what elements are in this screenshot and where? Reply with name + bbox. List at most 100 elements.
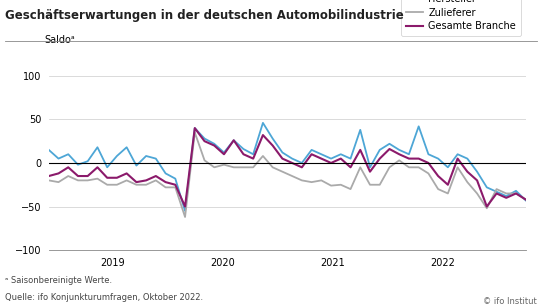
Gesamte Branche: [493, 192, 500, 195]
Gesamte Branche: [377, 157, 383, 160]
Zulieferer: [513, 192, 519, 195]
Hersteller: [114, 154, 120, 158]
Gesamte Branche: [191, 126, 198, 130]
Gesamte Branche: [85, 174, 91, 178]
Gesamte Branche: [182, 205, 188, 208]
Zulieferer: [172, 185, 178, 189]
Hersteller: [308, 148, 315, 152]
Zulieferer: [85, 178, 91, 182]
Gesamte Branche: [55, 172, 62, 175]
Hersteller: [386, 142, 393, 145]
Zulieferer: [279, 170, 286, 174]
Gesamte Branche: [338, 157, 344, 160]
Zulieferer: [191, 131, 198, 134]
Hersteller: [493, 190, 500, 194]
Zulieferer: [163, 185, 169, 189]
Zulieferer: [299, 178, 305, 182]
Zulieferer: [454, 166, 461, 169]
Hersteller: [153, 157, 159, 160]
Zulieferer: [347, 187, 354, 191]
Hersteller: [522, 199, 529, 202]
Hersteller: [289, 157, 295, 160]
Hersteller: [133, 164, 140, 167]
Text: Geschäftserwartungen in der deutschen Automobilindustrie: Geschäftserwartungen in der deutschen Au…: [5, 9, 404, 22]
Hersteller: [104, 166, 111, 169]
Zulieferer: [55, 180, 62, 184]
Line: Gesamte Branche: Gesamte Branche: [49, 128, 526, 206]
Zulieferer: [415, 166, 422, 169]
Zulieferer: [308, 180, 315, 184]
Zulieferer: [522, 198, 529, 201]
Zulieferer: [483, 206, 490, 210]
Hersteller: [338, 152, 344, 156]
Gesamte Branche: [396, 152, 403, 156]
Gesamte Branche: [454, 157, 461, 160]
Zulieferer: [367, 183, 373, 187]
Gesamte Branche: [279, 157, 286, 160]
Zulieferer: [143, 183, 150, 187]
Zulieferer: [153, 178, 159, 182]
Hersteller: [201, 137, 208, 140]
Gesamte Branche: [221, 152, 227, 156]
Hersteller: [279, 151, 286, 154]
Text: © ifo Institut: © ifo Institut: [483, 297, 537, 305]
Gesamte Branche: [211, 144, 217, 147]
Gesamte Branche: [347, 166, 354, 169]
Hersteller: [46, 148, 52, 152]
Zulieferer: [396, 159, 403, 162]
Zulieferer: [357, 166, 364, 169]
Gesamte Branche: [240, 152, 247, 156]
Hersteller: [503, 194, 509, 198]
Zulieferer: [104, 183, 111, 187]
Zulieferer: [338, 183, 344, 187]
Hersteller: [211, 142, 217, 145]
Zulieferer: [182, 215, 188, 219]
Gesamte Branche: [444, 183, 451, 187]
Gesamte Branche: [474, 178, 480, 182]
Hersteller: [425, 152, 431, 156]
Hersteller: [94, 145, 101, 149]
Hersteller: [328, 157, 334, 160]
Zulieferer: [318, 178, 325, 182]
Hersteller: [260, 121, 266, 125]
Gesamte Branche: [46, 174, 52, 178]
Gesamte Branche: [250, 157, 256, 160]
Hersteller: [124, 145, 130, 149]
Hersteller: [444, 166, 451, 169]
Gesamte Branche: [405, 157, 412, 160]
Gesamte Branche: [386, 147, 393, 151]
Zulieferer: [240, 166, 247, 169]
Hersteller: [377, 148, 383, 152]
Zulieferer: [425, 172, 431, 175]
Hersteller: [163, 172, 169, 175]
Gesamte Branche: [65, 166, 72, 169]
Gesamte Branche: [522, 198, 529, 201]
Hersteller: [143, 154, 150, 158]
Zulieferer: [114, 183, 120, 187]
Gesamte Branche: [513, 192, 519, 195]
Gesamte Branche: [483, 205, 490, 208]
Line: Zulieferer: Zulieferer: [49, 132, 526, 217]
Zulieferer: [46, 178, 52, 182]
Gesamte Branche: [299, 166, 305, 169]
Gesamte Branche: [163, 180, 169, 184]
Gesamte Branche: [289, 161, 295, 165]
Gesamte Branche: [357, 148, 364, 152]
Hersteller: [221, 151, 227, 154]
Gesamte Branche: [172, 183, 178, 187]
Gesamte Branche: [328, 161, 334, 165]
Gesamte Branche: [133, 180, 140, 184]
Hersteller: [55, 157, 62, 160]
Text: ᵃ Saisonbereinigte Werte.: ᵃ Saisonbereinigte Werte.: [5, 276, 113, 285]
Hersteller: [191, 126, 198, 130]
Gesamte Branche: [75, 174, 81, 178]
Hersteller: [240, 147, 247, 151]
Hersteller: [299, 161, 305, 165]
Zulieferer: [435, 187, 441, 191]
Hersteller: [85, 160, 91, 163]
Hersteller: [396, 148, 403, 152]
Hersteller: [483, 185, 490, 189]
Zulieferer: [75, 178, 81, 182]
Gesamte Branche: [143, 178, 150, 182]
Gesamte Branche: [435, 174, 441, 178]
